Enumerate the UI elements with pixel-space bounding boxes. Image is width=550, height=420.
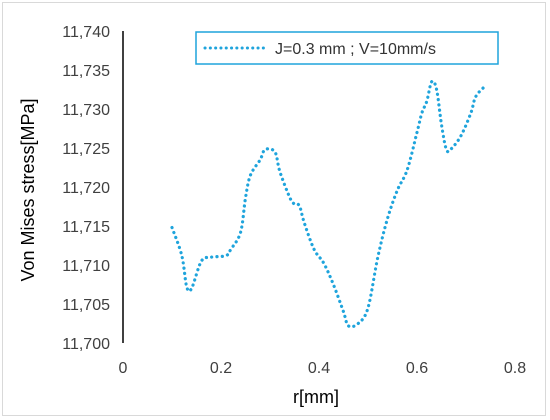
x-tick-label: 0.6 <box>406 360 428 377</box>
x-tick-label: 0.8 <box>504 360 526 377</box>
y-tick-label: 11,730 <box>62 102 110 119</box>
series-line-0 <box>170 79 488 329</box>
chart-frame <box>2 2 546 416</box>
y-tick-label: 11,725 <box>62 141 110 158</box>
legend: J=0.3 mm ; V=10mm/s <box>195 31 499 65</box>
x-tick-label: 0.2 <box>210 360 232 377</box>
x-tick-label: 0 <box>119 360 128 377</box>
y-tick-labels: 11,700 11,705 11,710 11,715 11,720 11,725 11,7… <box>62 24 110 353</box>
legend-box <box>195 31 499 65</box>
y-axis-title: Von Mises stress[MPa] <box>18 98 38 281</box>
y-tick-label: 11,705 <box>62 297 110 314</box>
y-tick-label: 11,720 <box>62 180 110 197</box>
y-tick-label: 11,715 <box>62 219 110 236</box>
y-tick-label: 11,710 <box>62 258 110 275</box>
x-axis-title: r[mm] <box>293 387 339 407</box>
series-layer <box>170 79 488 329</box>
y-tick-label: 11,700 <box>62 336 110 353</box>
x-tick-label: 0.4 <box>308 360 330 377</box>
legend-label: J=0.3 mm ; V=10mm/s <box>275 41 436 58</box>
x-tick-labels: 0 0.2 0.4 0.6 0.8 <box>119 360 527 377</box>
y-tick-label: 11,735 <box>62 63 110 80</box>
y-tick-label: 11,740 <box>62 24 110 41</box>
